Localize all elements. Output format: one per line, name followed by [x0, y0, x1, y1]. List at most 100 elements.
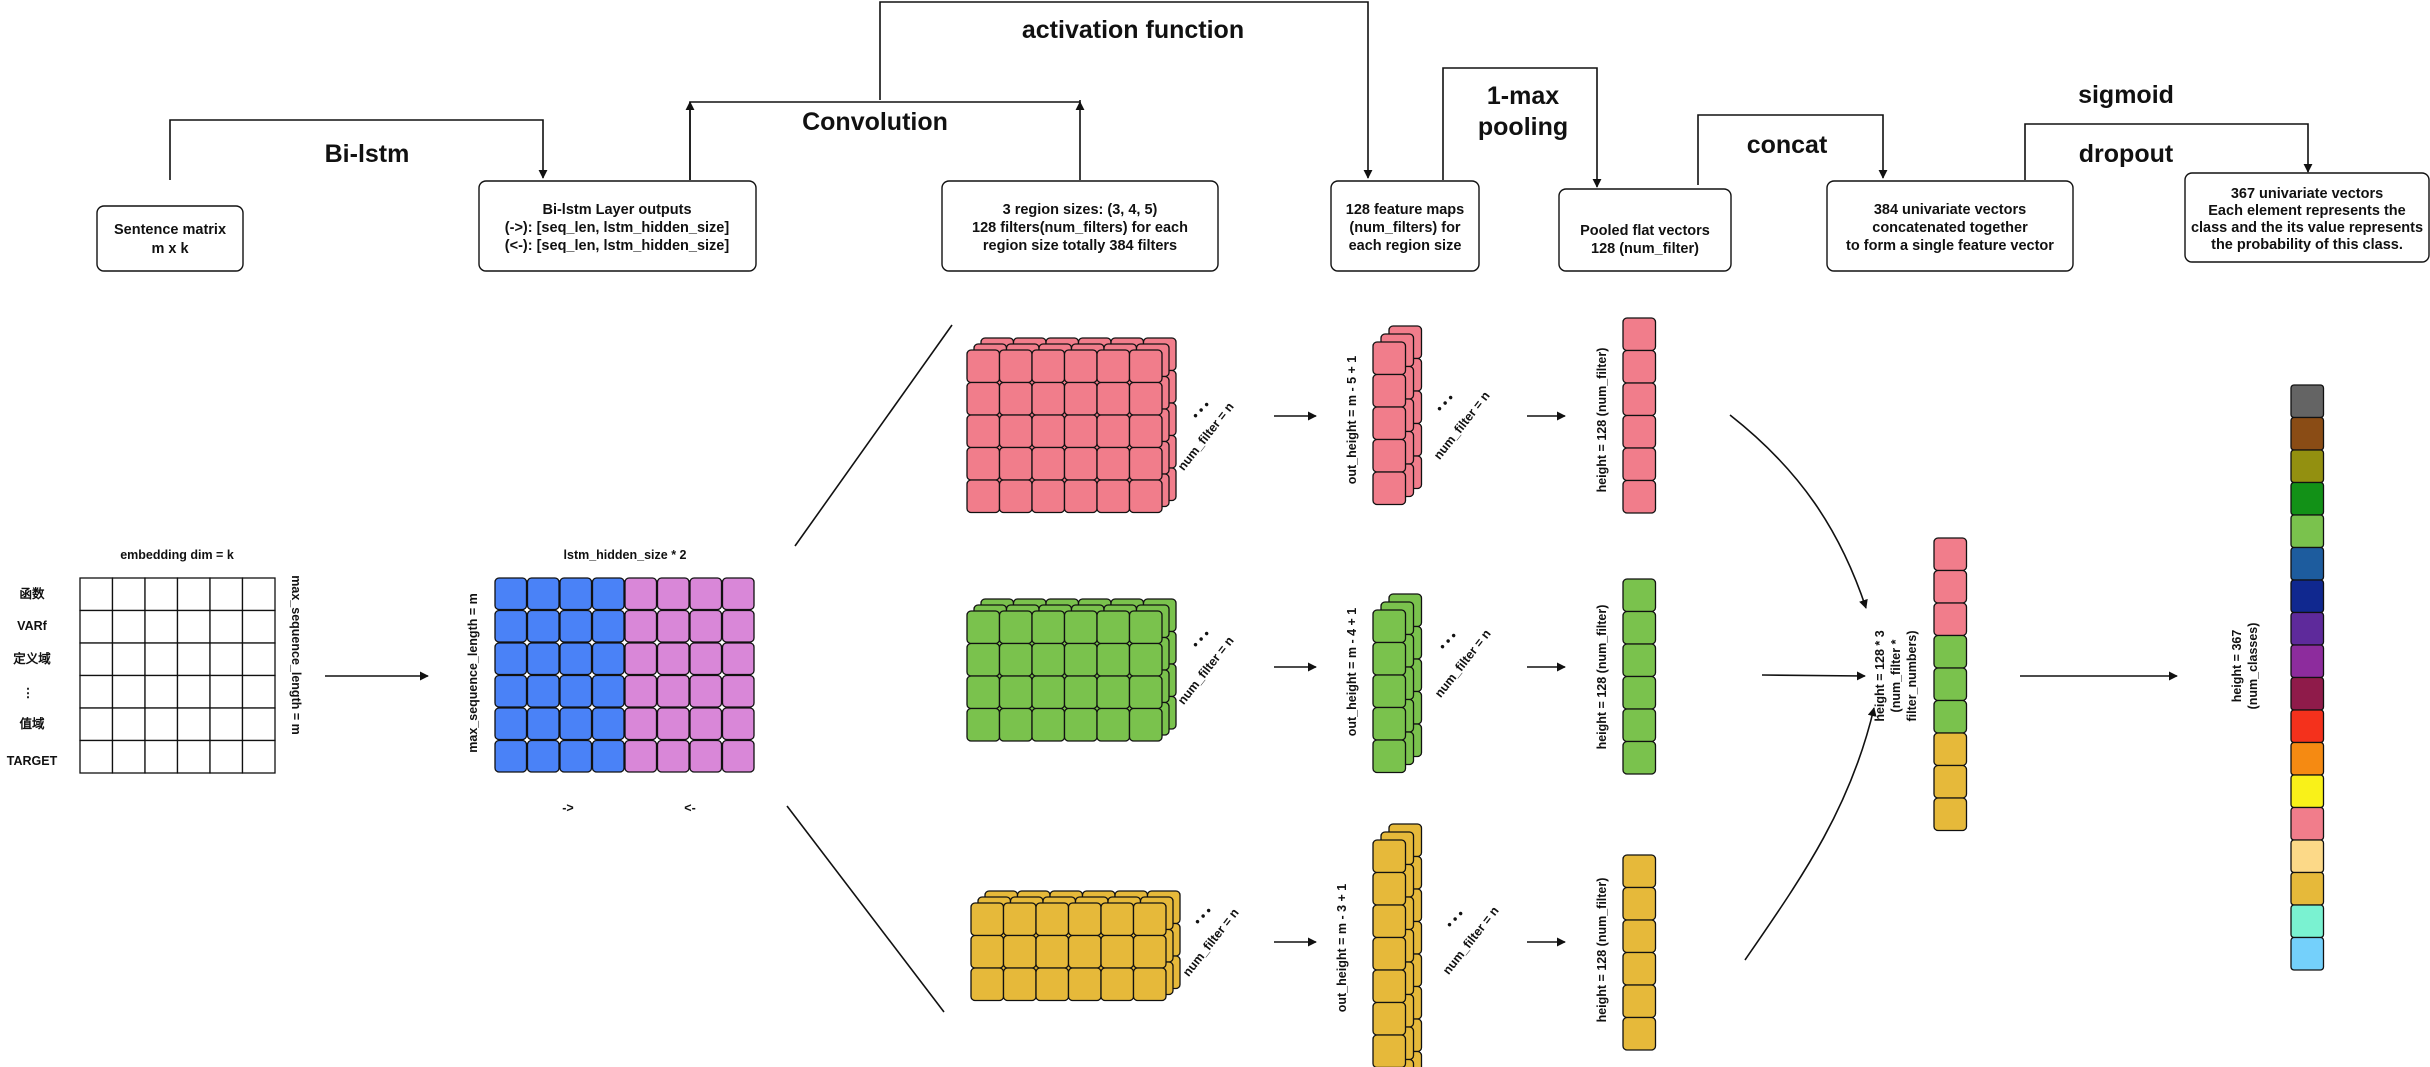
box-feature-line3: each region size — [1349, 238, 1462, 254]
svg-text:128 (num_filter): 128 (num_filter) — [1591, 241, 1699, 257]
conv-cell — [1128, 675, 1163, 710]
concat-cell — [1933, 764, 1968, 799]
embedding-cell — [241, 707, 276, 742]
output-class-cell — [2290, 904, 2325, 939]
lstm-forward-cell — [494, 609, 528, 643]
box-feature-line1: 128 feature maps — [1346, 202, 1464, 218]
feature-map-cell — [1372, 438, 1407, 473]
row-label-3: 定义域 — [12, 651, 51, 666]
output-class-cell — [2290, 416, 2325, 451]
row-label-5: 值域 — [19, 716, 45, 731]
box-pooled-line2: 128 (num_filter) — [1591, 241, 1699, 257]
embedding-dim-label: embedding dim = k — [120, 548, 234, 562]
lstm-backward-cell — [656, 609, 690, 643]
box-output-line1: 367 univariate vectors — [2231, 186, 2383, 202]
conv-cell — [1096, 642, 1131, 677]
box-univariate-line1: 384 univariate vectors — [1874, 202, 2026, 218]
title-bilstm: Bi-lstm — [325, 140, 410, 168]
embedding-cell — [79, 739, 114, 774]
lstm-backward-cell — [721, 674, 755, 708]
conv-cell — [998, 381, 1033, 416]
lstm-forward-cell — [591, 739, 625, 773]
lstm-backward-cell — [624, 642, 658, 676]
output-class-cell — [2290, 709, 2325, 744]
lstm-forward-cell — [559, 739, 593, 773]
svg-text:(num_filters) for: (num_filters) for — [1349, 220, 1461, 236]
lstm-backward-cell — [624, 609, 658, 643]
feature-map-2 — [1372, 593, 1423, 774]
embedding-cell — [144, 707, 179, 742]
svg-text:class and the its value repres: class and the its value represents — [2191, 220, 2423, 236]
lstm-backward-cell — [656, 707, 690, 741]
lstm-backward-cell — [721, 609, 755, 643]
fan-lines — [786, 324, 953, 1013]
concat-cell — [1933, 667, 1968, 702]
out-height-label-3: out_height = m - 3 + 1 — [1335, 884, 1349, 1013]
lstm-forward-cell — [559, 674, 593, 708]
arrow-mid-to-concat — [1761, 671, 1866, 681]
output-class-cell — [2290, 806, 2325, 841]
conv-cell — [966, 446, 1001, 481]
lstm-backward-cell — [721, 642, 755, 676]
lstm-backward-cell — [656, 739, 690, 773]
concat-vector — [1933, 537, 1968, 832]
row-label-4: ⋮ — [22, 686, 35, 700]
conv-cell — [1132, 934, 1167, 969]
lstm-hidden-size-label: lstm_hidden_size * 2 — [564, 548, 687, 562]
conv-cell — [1067, 934, 1102, 969]
conv-cell — [1031, 675, 1066, 710]
conv-cell — [998, 349, 1033, 384]
pooled-height-label-2: height = 128 (num_filter) — [1595, 605, 1609, 750]
ellipsis-conv-3: • • • — [1191, 904, 1215, 928]
conv-cell — [1035, 934, 1070, 969]
lstm-forward-cell — [591, 674, 625, 708]
embedding-cell — [241, 739, 276, 774]
conv-cell — [966, 414, 1001, 449]
lstm-forward-cell — [526, 577, 560, 611]
conv-cell — [970, 934, 1005, 969]
pooled-cell — [1622, 886, 1657, 921]
box-sentence-matrix-line1: Sentence matrix — [114, 222, 226, 238]
conv-cell — [1031, 479, 1066, 514]
feature-map-cell — [1372, 1034, 1407, 1067]
row-label-2: VARf — [17, 619, 47, 633]
lstm-forward-cell — [559, 642, 593, 676]
conv-cell — [1132, 967, 1167, 1002]
lstm-forward-cell — [494, 707, 528, 741]
feature-map-cell — [1372, 373, 1407, 408]
fan-line-top — [794, 324, 953, 547]
box-univariate: 384 univariate vectors concatenated toge… — [1826, 180, 2074, 272]
embedding-cell — [144, 577, 179, 612]
conv-cell — [1002, 902, 1037, 937]
conv-cell — [1096, 707, 1131, 742]
branch-1 — [966, 317, 1657, 514]
lstm-backward-cell — [721, 577, 755, 611]
feature-map-cell — [1372, 706, 1407, 741]
svg-text:region size totally 384 filter: region size totally 384 filters — [983, 238, 1177, 254]
pooled-height-label-1: height = 128 (num_filter) — [1595, 348, 1609, 493]
branch-3 — [970, 823, 1657, 1067]
conv-cell — [966, 381, 1001, 416]
pooled-cell — [1622, 447, 1657, 482]
conv-cell — [966, 349, 1001, 384]
embedding-cell — [111, 739, 146, 774]
connector-pooling — [1442, 67, 1602, 188]
box-pooled: Pooled flat vectors 128 (num_filter) — [1558, 188, 1732, 272]
lstm-forward-cell — [526, 674, 560, 708]
conv-cell — [1067, 902, 1102, 937]
svg-text:(->): [seq_len, lstm_hidden_s: (->): [seq_len, lstm_hidden_size] — [505, 220, 730, 236]
conv-cell — [1128, 707, 1163, 742]
svg-text:concatenated together: concatenated together — [1872, 220, 2028, 236]
box-output-line4: the probability of this class. — [2211, 237, 2403, 253]
title-concat: concat — [1747, 131, 1828, 159]
box-region-line3: region size totally 384 filters — [983, 238, 1177, 254]
feature-map-cell — [1372, 341, 1407, 376]
connector-sigmoid-dropout — [2024, 123, 2313, 180]
conv-cell — [1128, 479, 1163, 514]
box-region-line2: 128 filters(num_filters) for each — [972, 220, 1188, 236]
conv-cell — [1096, 381, 1131, 416]
box-output-line2: Each element represents the — [2208, 203, 2405, 219]
embedding-cell — [176, 707, 211, 742]
conv-cell — [998, 675, 1033, 710]
conv-cell — [1128, 381, 1163, 416]
